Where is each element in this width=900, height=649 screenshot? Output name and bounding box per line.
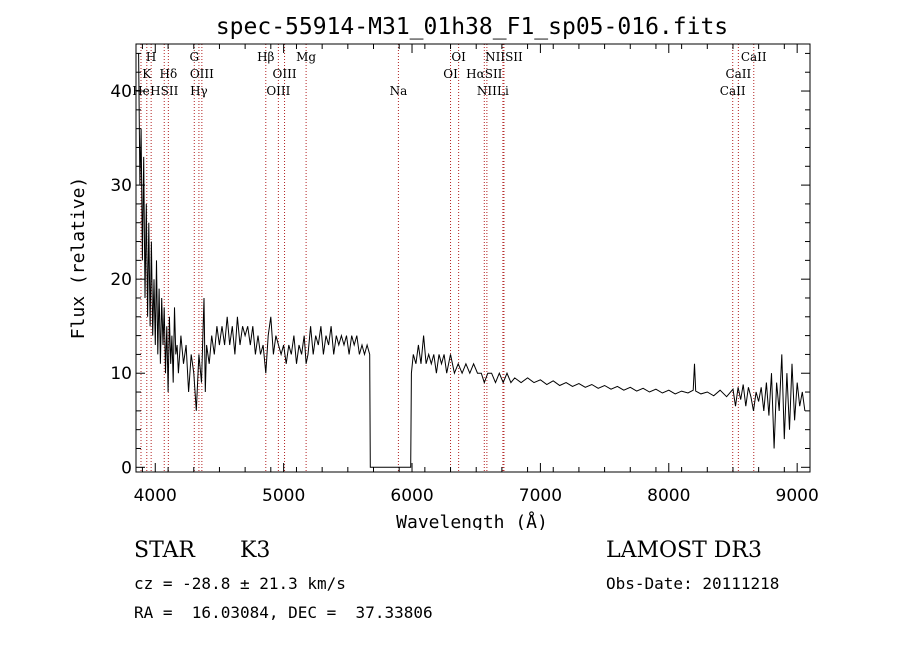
y-tick-label: 40 [110, 82, 132, 102]
spectral-line-label: NIISII [485, 50, 523, 64]
spectrum-line [138, 53, 806, 468]
x-tick-label: 8000 [647, 486, 690, 506]
spectral-line-label: G [189, 50, 199, 64]
x-axis-label: Wavelength (Å) [396, 511, 548, 530]
x-tick-label: 7000 [519, 486, 562, 506]
coordinates: RA = 16.03084, DEC = 37.33806 [134, 603, 433, 622]
redshift-cz: cz = -28.8 ± 21.3 km/s [134, 574, 346, 593]
object-class: STAR [134, 538, 195, 563]
x-tick-label: 9000 [776, 486, 819, 506]
x-tick-label: 6000 [390, 486, 433, 506]
spectral-line-label: H [146, 50, 156, 64]
y-axis-label: Flux (relative) [68, 177, 89, 340]
spectral-line-label: Na [390, 84, 408, 98]
plot-frame [135, 43, 811, 473]
x-tick-label: 5000 [262, 486, 305, 506]
y-axis-ticks: 0 10 20 30 40 [110, 52, 810, 478]
x-axis-ticks: 4000 5000 6000 7000 8000 9000 [134, 44, 819, 506]
spectral-line-label: OI [451, 50, 466, 64]
spectral-line-markers [140, 44, 755, 472]
spectral-line-label: OIII [190, 67, 214, 81]
spectral-line-label: CaII [741, 50, 767, 64]
spectral-line-label: CaII [725, 67, 751, 81]
spectral-line-label: K [142, 67, 152, 81]
y-tick-label: 20 [110, 270, 132, 290]
spectral-line-label: Mg [296, 50, 316, 64]
spectral-line-label: OIII [266, 84, 290, 98]
survey-name: LAMOST DR3 [606, 538, 762, 563]
y-tick-label: 0 [121, 458, 132, 478]
spectrum-chart: spec-55914-M31_01h38_F1_sp05-016.fits HK… [68, 14, 819, 530]
observation-date: Obs-Date: 20111218 [606, 574, 780, 593]
spectral-line-label: OI [443, 67, 458, 81]
spectral-line-label: OIII [273, 67, 297, 81]
spectral-line-label: Hδ [160, 67, 178, 81]
spectral-line-label: NII [477, 84, 497, 98]
spectral-line-label: Hβ [257, 50, 274, 64]
chart-title: spec-55914-M31_01h38_F1_sp05-016.fits [216, 14, 728, 40]
x-tick-label: 4000 [134, 486, 177, 506]
y-tick-label: 10 [110, 364, 132, 384]
spectral-line-label: HαSII [466, 67, 503, 81]
spectral-line-label: Hγ [190, 84, 208, 98]
spectral-line-label: Li [497, 84, 509, 98]
spectral-line-label: HSII [150, 84, 178, 98]
spectral-line-label: CaII [720, 84, 746, 98]
y-tick-label: 30 [110, 176, 132, 196]
object-subclass: K3 [240, 538, 271, 563]
